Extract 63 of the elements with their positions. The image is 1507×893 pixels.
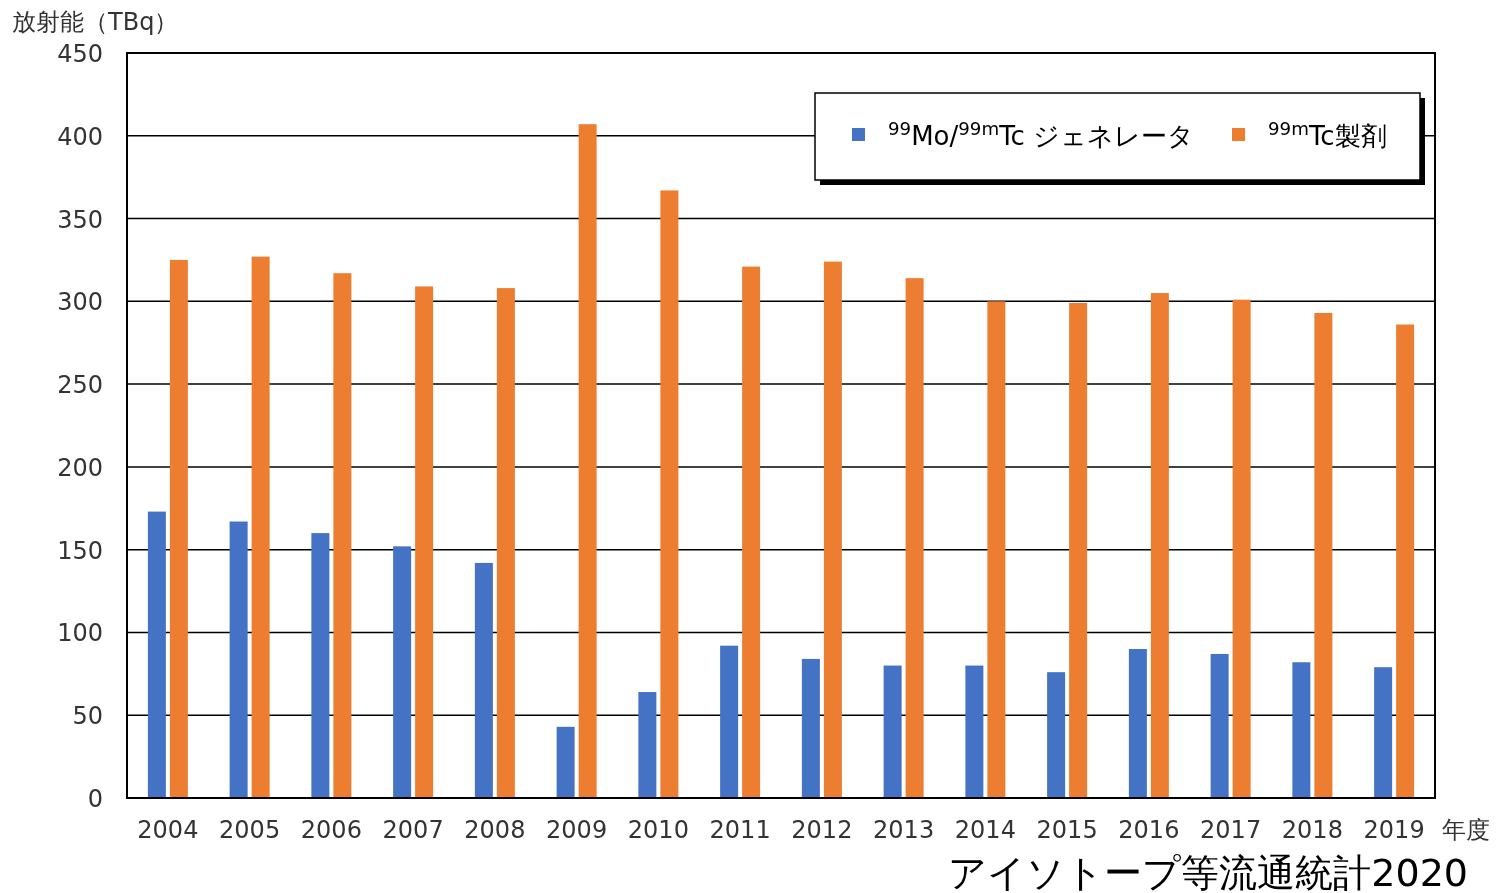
bar	[965, 665, 984, 798]
bar	[578, 124, 597, 798]
bar	[883, 665, 902, 798]
legend-label: $^{99m}$Tc製剤	[1268, 117, 1387, 151]
bar	[556, 726, 575, 798]
x-tick-label: 2004	[137, 816, 199, 844]
x-tick-label: 2013	[873, 816, 935, 844]
y-tick-label: 350	[57, 205, 103, 234]
y-tick-label: 200	[57, 453, 103, 482]
bar	[801, 658, 820, 798]
y-tick-label: 250	[57, 371, 103, 400]
x-tick-label: 2007	[382, 816, 444, 844]
bar	[660, 190, 679, 798]
y-tick-label: 300	[57, 288, 103, 317]
bar	[229, 521, 248, 798]
x-tick-label: 2019	[1363, 816, 1425, 844]
bar	[1047, 672, 1066, 798]
bar	[987, 301, 1006, 798]
bar	[1292, 662, 1311, 798]
bar	[1314, 312, 1333, 798]
bar	[169, 259, 188, 798]
y-tick-label: 100	[57, 619, 103, 648]
y-tick-label: 150	[57, 536, 103, 565]
bar	[1128, 649, 1147, 798]
x-tick-label: 2009	[546, 816, 608, 844]
x-tick-label: 2008	[464, 816, 526, 844]
bar	[742, 266, 761, 798]
x-tick-label: 2015	[1036, 816, 1098, 844]
bar	[393, 546, 412, 798]
bar	[638, 692, 657, 798]
x-tick-label: 2006	[300, 816, 362, 844]
x-tick-label: 2012	[791, 816, 853, 844]
y-tick-label: 450	[57, 40, 103, 68]
x-axis-title: 年度	[1442, 816, 1490, 844]
bar	[251, 256, 270, 798]
bar	[496, 288, 515, 798]
y-tick-label: 0	[87, 785, 103, 813]
bar	[147, 511, 166, 798]
x-tick-label: 2018	[1281, 816, 1343, 844]
bar	[1150, 293, 1169, 798]
x-tick-label: 2011	[709, 816, 771, 844]
bar	[905, 278, 924, 798]
y-tick-label: 400	[57, 122, 103, 151]
legend-label: $^{99}$Mo/$^{99m}$Tc ジェネレータ	[888, 117, 1195, 151]
bar	[415, 286, 434, 798]
y-axis-title: 放射能（TBq）	[12, 8, 179, 36]
text: アイソトープ等流通統計2020	[948, 851, 1468, 893]
bar	[823, 261, 842, 798]
bar	[474, 562, 493, 798]
bar	[720, 645, 739, 798]
y-tick-label: 50	[72, 702, 103, 731]
bar	[1232, 299, 1251, 798]
bar	[1069, 302, 1088, 798]
x-tick-label: 2005	[219, 816, 281, 844]
bar	[311, 533, 330, 798]
bar	[333, 273, 352, 798]
x-tick-label: 2017	[1200, 816, 1262, 844]
x-tick-label: 2016	[1118, 816, 1180, 844]
x-tick-label: 2010	[627, 816, 689, 844]
bar	[1396, 324, 1415, 798]
x-tick-label: 2014	[954, 816, 1016, 844]
bar	[1374, 667, 1393, 798]
bar	[1210, 653, 1229, 798]
